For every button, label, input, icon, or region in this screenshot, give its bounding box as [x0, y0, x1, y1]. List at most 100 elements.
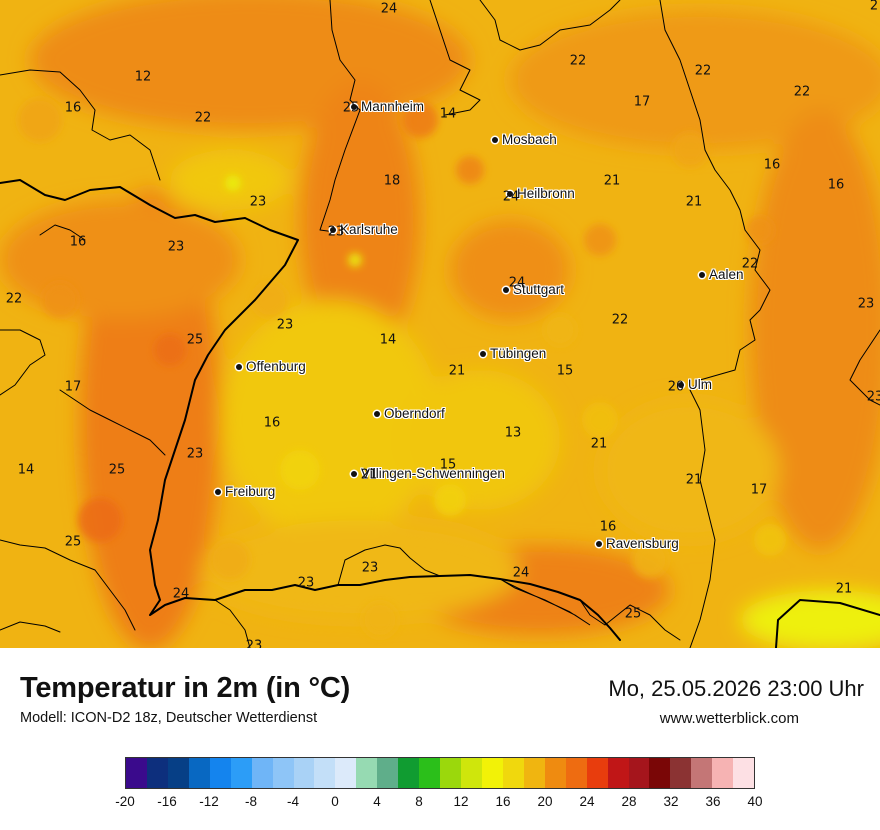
colorbar-segment [544, 758, 566, 788]
temperature-label: 24 [172, 586, 190, 602]
temperature-label: 22 [793, 84, 811, 100]
colorbar-segment [586, 758, 608, 788]
city-ulm: Ulm [678, 377, 712, 392]
colorbar-segment [377, 758, 399, 788]
temperature-field [0, 0, 880, 648]
temperature-label: 22 [194, 110, 212, 126]
colorbar-segment [335, 758, 357, 788]
city-marker-icon [492, 136, 498, 143]
temperature-label: 15 [556, 363, 574, 379]
city-stuttgart: Stuttgart [503, 282, 564, 297]
temperature-label: 25 [108, 462, 126, 478]
city-ravensburg: Ravensburg [596, 536, 679, 551]
colorbar-segment [440, 758, 461, 788]
colorbar-segment [502, 758, 524, 788]
colorbar-segment [628, 758, 650, 788]
colorbar-tick-label: 12 [453, 794, 469, 809]
colorbar-tick-label: -16 [157, 794, 177, 809]
temperature-label: 16 [263, 415, 281, 431]
temperature-label: 21 [685, 472, 703, 488]
temperature-label: 16 [763, 157, 781, 173]
temperature-label: 15 [439, 457, 457, 473]
city-marker-icon [351, 103, 357, 110]
temperature-label: 23 [186, 446, 204, 462]
colorbar-tick-label: 16 [495, 794, 511, 809]
colorbar-segment [167, 758, 189, 788]
colorbar-tick-label: -8 [244, 794, 258, 809]
city-marker-icon [330, 226, 336, 233]
colorbar-segment [398, 758, 420, 788]
colorbar-segment [733, 758, 755, 788]
city-karlsruhe: Karlsruhe [330, 222, 398, 237]
colorbar-segment [272, 758, 294, 788]
map-title: Temperatur in 2m (in °C) [20, 672, 351, 704]
temperature-label: 22 [569, 53, 587, 69]
city-villingen-schwenningen: Villingen-Schwenningen [351, 466, 505, 481]
temperature-label: 25 [342, 100, 360, 116]
city-tuebingen: Tübingen [480, 346, 546, 361]
colorbar-tick-label: 20 [537, 794, 553, 809]
colorbar-tick-labels: -20 -16 -12 -8 -4 0 4 8 12 16 20 24 28 32 36 40 [0, 794, 880, 814]
colorbar-tick-label: 0 [331, 794, 339, 809]
temperature-label: 24 [502, 189, 520, 205]
colorbar-segment [691, 758, 713, 788]
temperature-label: 2 [869, 0, 879, 14]
colorbar-tick-label: 8 [415, 794, 423, 809]
colorbar-segment [419, 758, 441, 788]
forecast-datetime: Mo, 25.05.2026 23:00 Uhr [608, 676, 864, 701]
temperature-label: 17 [64, 379, 82, 395]
city-aalen: Aalen [699, 267, 744, 282]
temperature-label: 17 [750, 482, 768, 498]
colorbar-segment [314, 758, 336, 788]
colorbar-tick-label: 4 [373, 794, 381, 809]
temperature-label: 23 [866, 389, 880, 405]
city-marker-icon [678, 381, 684, 388]
temperature-label: 21 [835, 581, 853, 597]
temperature-colorbar [125, 757, 755, 789]
temperature-label: 24 [380, 1, 398, 17]
temperature-label: 16 [599, 519, 617, 535]
city-marker-icon [699, 271, 705, 278]
colorbar-segment [188, 758, 210, 788]
website-link[interactable]: www.wetterblick.com [659, 710, 799, 727]
city-oberndorf: Oberndorf [374, 406, 445, 421]
city-heilbronn: Heilbronn [507, 186, 575, 201]
temperature-label: 23 [249, 194, 267, 210]
temperature-label: 23 [276, 317, 294, 333]
temperature-label: 14 [17, 462, 35, 478]
temperature-label: 16 [64, 100, 82, 116]
colorbar-segment [230, 758, 252, 788]
colorbar-segment [712, 758, 734, 788]
city-marker-icon [507, 190, 513, 197]
temperature-label: 16 [827, 177, 845, 193]
temperature-label: 22 [694, 63, 712, 79]
temperature-label: 25 [64, 534, 82, 550]
temperature-label: 22 [5, 291, 23, 307]
temperature-label: 23 [327, 224, 345, 240]
colorbar-segment [356, 758, 378, 788]
colorbar-tick-label: 40 [747, 794, 763, 809]
colorbar-segment [649, 758, 671, 788]
temperature-label: 21 [448, 363, 466, 379]
temperature-label: 23 [297, 575, 315, 591]
colorbar-tick-label: -12 [199, 794, 219, 809]
temperature-label: 14 [439, 106, 457, 122]
colorbar-segment [565, 758, 587, 788]
colorbar-tick-label: -4 [286, 794, 300, 809]
temperature-label: 22 [611, 312, 629, 328]
city-marker-icon [236, 363, 242, 370]
colorbar-segment [461, 758, 482, 788]
temperature-label: 22 [741, 256, 759, 272]
map-footer: Temperatur in 2m (in °C) Modell: ICON-D2… [0, 648, 880, 830]
colorbar-segment [523, 758, 545, 788]
colorbar-segment [293, 758, 315, 788]
temperature-label: 14 [379, 332, 397, 348]
temperature-label: 23 [857, 296, 875, 312]
colorbar-segment [670, 758, 692, 788]
colorbar-tick-label: 24 [579, 794, 595, 809]
temperature-label: 24 [512, 565, 530, 581]
temperature-label: 23 [245, 638, 263, 649]
city-marker-icon [503, 286, 509, 293]
temperature-label: 21 [685, 194, 703, 210]
colorbar-segment [126, 758, 147, 788]
